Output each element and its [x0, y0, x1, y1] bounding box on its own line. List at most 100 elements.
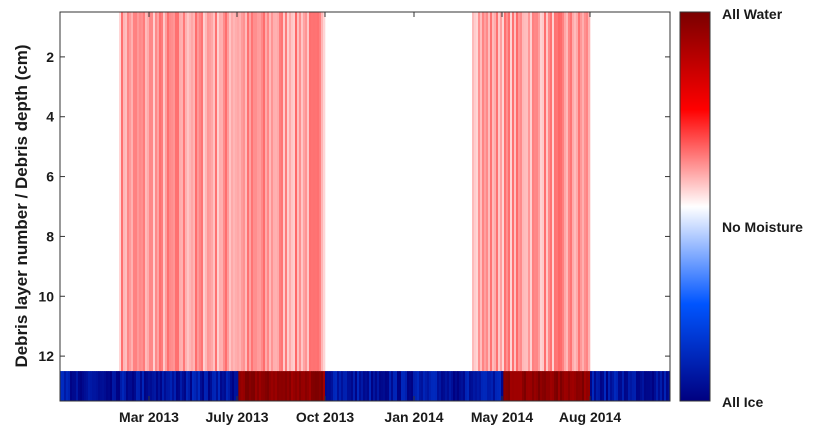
heatmap-cell	[297, 371, 300, 401]
heatmap-cell	[554, 371, 557, 401]
heatmap-cell	[580, 371, 583, 401]
heatmap-cell	[413, 371, 416, 401]
heatmap-cell	[514, 371, 517, 401]
heatmap-cell	[149, 12, 152, 372]
heatmap-cell	[393, 371, 396, 401]
heatmap-cell	[425, 371, 428, 401]
heatmap-cell	[309, 12, 312, 372]
y-tick-label: 12	[38, 348, 54, 364]
heatmap-cell	[70, 371, 73, 401]
heatmap-cell	[546, 371, 549, 401]
heatmap-cell	[269, 12, 272, 372]
heatmap-cell	[210, 371, 213, 401]
heatmap-cell	[218, 371, 221, 401]
heatmap-cell	[522, 371, 525, 401]
y-tick-label: 10	[38, 288, 54, 304]
heatmap-cell	[421, 371, 424, 401]
heatmap-cell	[616, 371, 619, 401]
heatmap-cell	[576, 371, 579, 401]
heatmap-cell	[251, 371, 254, 401]
heatmap-cell	[508, 12, 511, 372]
heatmap-cell	[150, 371, 153, 401]
heatmap-cell	[467, 371, 470, 401]
heatmap-cell	[138, 371, 141, 401]
heatmap-cell	[317, 12, 320, 372]
heatmap-cell	[485, 371, 488, 401]
heatmap-cell	[588, 371, 591, 401]
heatmap-cell	[532, 12, 535, 372]
heatmap-cell	[226, 371, 229, 401]
heatmap-cell	[664, 371, 667, 401]
heatmap-cell	[538, 371, 541, 401]
heatmap-cell	[224, 371, 227, 401]
heatmap-cell	[596, 371, 599, 401]
heatmap-cell	[375, 371, 378, 401]
heatmap-cell	[441, 371, 444, 401]
heatmap-cell	[158, 371, 161, 401]
heatmap-cell	[186, 371, 189, 401]
heatmap-cell	[213, 12, 216, 372]
heatmap-cell	[532, 371, 535, 401]
heatmap-cell	[347, 371, 350, 401]
heatmap-cell	[180, 371, 183, 401]
y-tick-label: 2	[46, 49, 54, 65]
heatmap-cell	[315, 12, 318, 372]
heatmap-cell	[261, 12, 264, 372]
heatmap-cell	[72, 371, 75, 401]
heatmap-cell	[439, 371, 442, 401]
heatmap-cell	[209, 12, 212, 372]
heatmap-cell	[409, 371, 412, 401]
heatmap-cell	[217, 12, 220, 372]
heatmap-cell	[172, 371, 175, 401]
heatmap-cell	[188, 371, 191, 401]
heatmap-cell	[205, 12, 208, 372]
heatmap-cell	[606, 371, 609, 401]
heatmap-cell	[146, 371, 149, 401]
heatmap-cell	[668, 371, 670, 401]
heatmap-cell	[223, 12, 226, 372]
heatmap-cell	[263, 12, 266, 372]
heatmap-cells	[60, 12, 670, 401]
heatmap-cell	[405, 371, 408, 401]
heatmap-cell	[604, 371, 607, 401]
heatmap-cell	[445, 371, 448, 401]
heatmap-cell	[265, 371, 268, 401]
heatmap-cell	[570, 371, 573, 401]
x-tick-label: Aug 2014	[559, 409, 621, 425]
heatmap-cell	[490, 12, 493, 372]
heatmap-cell	[198, 371, 201, 401]
heatmap-cell	[66, 371, 69, 401]
heatmap-cell	[608, 371, 611, 401]
heatmap-cell	[159, 12, 162, 372]
heatmap-cell	[662, 371, 665, 401]
heatmap-cell	[644, 371, 647, 401]
heatmap-cell	[349, 371, 352, 401]
heatmap-cell	[495, 371, 498, 401]
heatmap-cell	[499, 371, 502, 401]
heatmap-cell	[86, 371, 89, 401]
heatmap-cell	[610, 371, 613, 401]
heatmap-cell	[177, 12, 180, 372]
heatmap-cell	[598, 371, 601, 401]
heatmap-cell	[497, 371, 500, 401]
heatmap-cell	[590, 371, 593, 401]
heatmap-cell	[506, 371, 509, 401]
heatmap-cell	[622, 371, 625, 401]
heatmap-cell	[295, 371, 298, 401]
heatmap-cell	[137, 12, 140, 372]
heatmap-cell	[443, 371, 446, 401]
heatmap-cell	[476, 12, 479, 372]
heatmap-cell	[277, 371, 280, 401]
heatmap-cell	[564, 371, 567, 401]
heatmap-cell	[385, 371, 388, 401]
heatmap-cell	[192, 371, 195, 401]
heatmap-cell	[524, 371, 527, 401]
heatmap-cell	[580, 12, 583, 372]
heatmap-cell	[267, 12, 270, 372]
heatmap-cell	[305, 12, 308, 372]
heatmap-cell	[377, 371, 380, 401]
heatmap-cell	[337, 371, 340, 401]
heatmap-cell	[307, 12, 310, 372]
heatmap-cell	[236, 371, 239, 401]
heatmap-cell	[419, 371, 422, 401]
